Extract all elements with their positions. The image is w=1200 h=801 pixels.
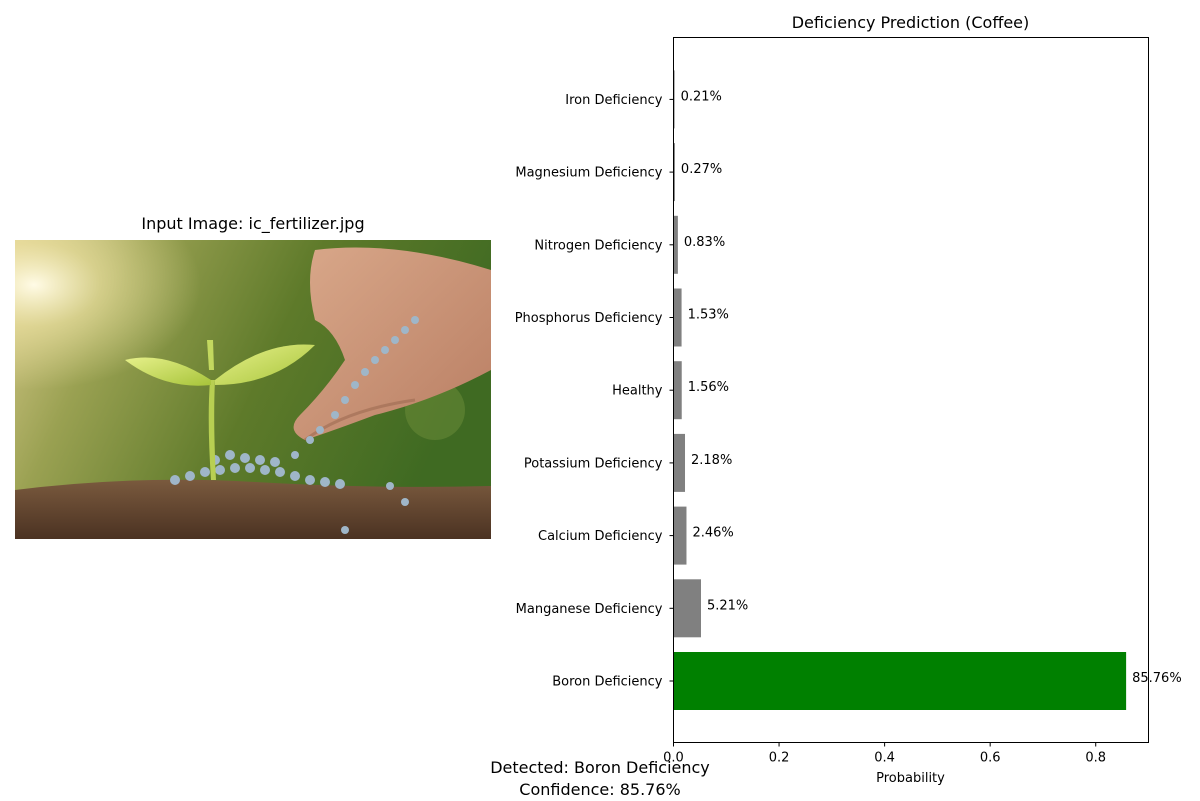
value-label: 1.53% (688, 308, 729, 323)
y-tick-label: Phosphorus Deficiency (515, 311, 663, 326)
y-tick-label: Iron Deficiency (565, 93, 663, 108)
bar-manganese-deficiency (673, 579, 701, 638)
chart-title: Deficiency Prediction (Coffee) (792, 13, 1030, 32)
result-summary: Detected: Boron Deficiency Confidence: 8… (0, 757, 1200, 801)
value-label: 2.46% (692, 526, 733, 541)
bar-calcium-deficiency (673, 506, 687, 565)
detected-label: Detected: Boron Deficiency (490, 758, 710, 777)
bar-phosphorus-deficiency (673, 288, 682, 347)
y-tick-label: Nitrogen Deficiency (534, 238, 662, 253)
y-tick-label: Magnesium Deficiency (515, 166, 662, 181)
x-axis-label: Probability (876, 771, 945, 786)
value-label: 0.83% (684, 235, 725, 250)
input-image-title: Input Image: ic_fertilizer.jpg (141, 214, 365, 233)
value-label: 1.56% (688, 380, 729, 395)
x-tick-label: 0.6 (980, 751, 1001, 766)
value-label: 85.76% (1132, 671, 1182, 686)
x-tick-label: 0.0 (663, 751, 684, 766)
plot-frame (673, 37, 1149, 743)
y-tick-label: Boron Deficiency (552, 675, 663, 690)
bar-nitrogen-deficiency (673, 215, 678, 274)
y-tick-labels: Iron Deficiency Magnesium Deficiency Nitro… (515, 93, 674, 690)
value-label: 0.27% (681, 162, 722, 177)
value-label: 2.18% (691, 453, 732, 468)
bars (673, 70, 1127, 710)
x-tick-label: 0.8 (1085, 751, 1106, 766)
bar-healthy (673, 361, 682, 420)
y-tick-label: Manganese Deficiency (516, 602, 663, 617)
x-tick-label: 0.4 (874, 751, 895, 766)
value-label: 5.21% (707, 598, 748, 613)
input-image (15, 240, 491, 539)
y-tick-label: Healthy (612, 384, 663, 399)
bar-iron-deficiency (673, 70, 675, 129)
confidence-label: Confidence: 85.76% (519, 780, 681, 799)
value-label: 0.21% (681, 89, 722, 104)
bar-boron-deficiency (673, 652, 1127, 710)
value-labels: 0.21% 0.27% 0.83% 1.53% 1.56% 2.18% 2.46% 5.21%… (681, 89, 1182, 686)
bar-magnesium-deficiency (673, 143, 675, 202)
y-tick-label: Potassium Deficiency (524, 456, 663, 471)
bar-potassium-deficiency (673, 433, 686, 492)
x-tick-label: 0.2 (769, 751, 790, 766)
x-ticks: 0.0 0.2 0.4 0.6 0.8 (663, 742, 1106, 766)
y-tick-label: Calcium Deficiency (538, 529, 663, 544)
